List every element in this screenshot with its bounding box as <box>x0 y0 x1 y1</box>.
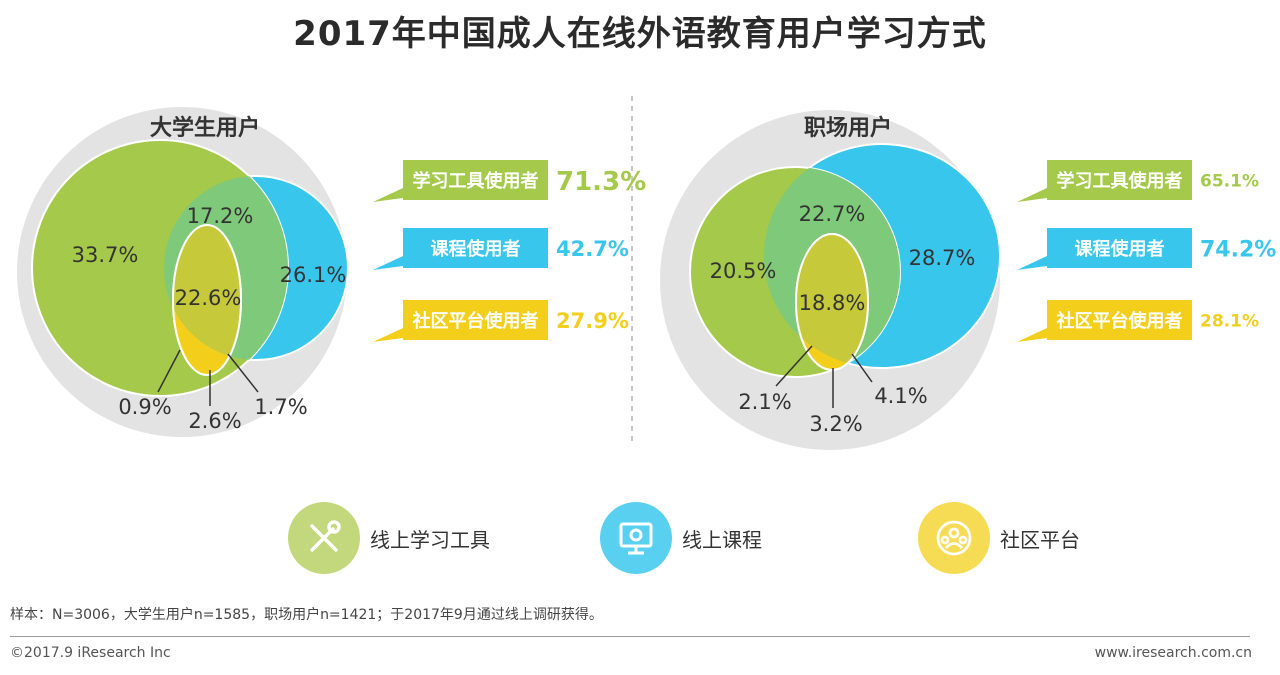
callout-1: 学习工具使用者 65.1% <box>1017 160 1259 202</box>
callout-label: 社区平台使用者 <box>1057 310 1183 332</box>
callout-label: 学习工具使用者 <box>413 170 539 192</box>
callout-value: 65.1% <box>1200 172 1259 192</box>
region-value-course-only: 28.7% <box>909 246 976 270</box>
callout-value: 71.3% <box>556 167 646 197</box>
group-title: 大学生用户 <box>150 115 260 141</box>
community-outline <box>795 233 869 371</box>
leader-tool-community <box>775 345 813 387</box>
callout-pointer <box>1017 328 1047 342</box>
callout-2: 课程使用者 42.7% <box>373 228 629 270</box>
callout-label: 社区平台使用者 <box>413 310 539 332</box>
copyright: ©2017.9 iResearch Inc <box>10 645 171 661</box>
region-value-tool-course: 22.7% <box>799 202 866 226</box>
callout-label: 学习工具使用者 <box>1057 170 1183 192</box>
venn-group-2: 职场用户 20.5% 22.7% 28.7% 18.8% 2.1% 3.2% 4.1% 学习工具… <box>660 110 1276 450</box>
region-value-community-only: 2.6% <box>188 409 241 433</box>
leader-tool-community <box>157 349 181 393</box>
region-value-tool-only: 20.5% <box>710 259 777 283</box>
callout-value: 42.7% <box>556 237 629 261</box>
callout-box <box>1047 160 1192 200</box>
callout-pointer <box>373 188 403 202</box>
chart-title: 2017年中国成人在线外语教育用户学习方式 <box>293 14 987 54</box>
region-value-tool-only: 33.7% <box>72 243 139 267</box>
website-link[interactable]: www.iresearch.com.cn <box>1094 645 1252 661</box>
group-title: 职场用户 <box>804 115 892 141</box>
callout-pointer <box>373 256 403 270</box>
callout-box <box>403 300 548 340</box>
callout-2: 课程使用者 74.2% <box>1017 228 1276 270</box>
sample-note: 样本：N=3006，大学生用户n=1585，职场用户n=1421；于2017年9… <box>10 607 603 623</box>
venn-group-1: 大学生用户 33.7% 17.2% 26.1% 22.6% 0.9% 2.6% 1.7% 学习工… <box>17 107 646 437</box>
footer-divider <box>10 636 1250 637</box>
callout-value: 74.2% <box>1200 237 1276 262</box>
callout-3: 社区平台使用者 27.9% <box>373 300 629 342</box>
callout-value: 28.1% <box>1200 312 1259 332</box>
callout-box <box>1047 300 1192 340</box>
callout-1: 学习工具使用者 71.3% <box>373 160 646 202</box>
region-value-tool-community: 2.1% <box>738 390 791 414</box>
region-value-course-community: 4.1% <box>874 384 927 408</box>
callout-pointer <box>1017 256 1047 270</box>
callout-label: 课程使用者 <box>431 239 521 260</box>
region-value-course-community: 1.7% <box>254 395 307 419</box>
callout-pointer <box>1017 188 1047 202</box>
region-value-tool-course: 17.2% <box>187 204 254 228</box>
core-clip-tool <box>796 234 868 368</box>
community-outline <box>172 224 242 376</box>
region-value-course-only: 26.1% <box>280 263 347 287</box>
region-value-community-only: 3.2% <box>809 412 862 436</box>
callout-value: 27.9% <box>556 309 629 333</box>
callout-box <box>403 228 548 268</box>
leader-course-community <box>851 353 873 383</box>
callout-box <box>1047 228 1192 268</box>
callout-3: 社区平台使用者 28.1% <box>1017 300 1259 342</box>
callout-pointer <box>373 328 403 342</box>
region-value-tool-community: 0.9% <box>118 395 171 419</box>
callout-label: 课程使用者 <box>1075 239 1165 260</box>
region-value-all-three: 18.8% <box>799 291 866 315</box>
overlap-all-three <box>796 234 868 368</box>
region-value-all-three: 22.6% <box>175 286 242 310</box>
callout-box <box>403 160 548 200</box>
leader-course-community <box>227 353 259 393</box>
